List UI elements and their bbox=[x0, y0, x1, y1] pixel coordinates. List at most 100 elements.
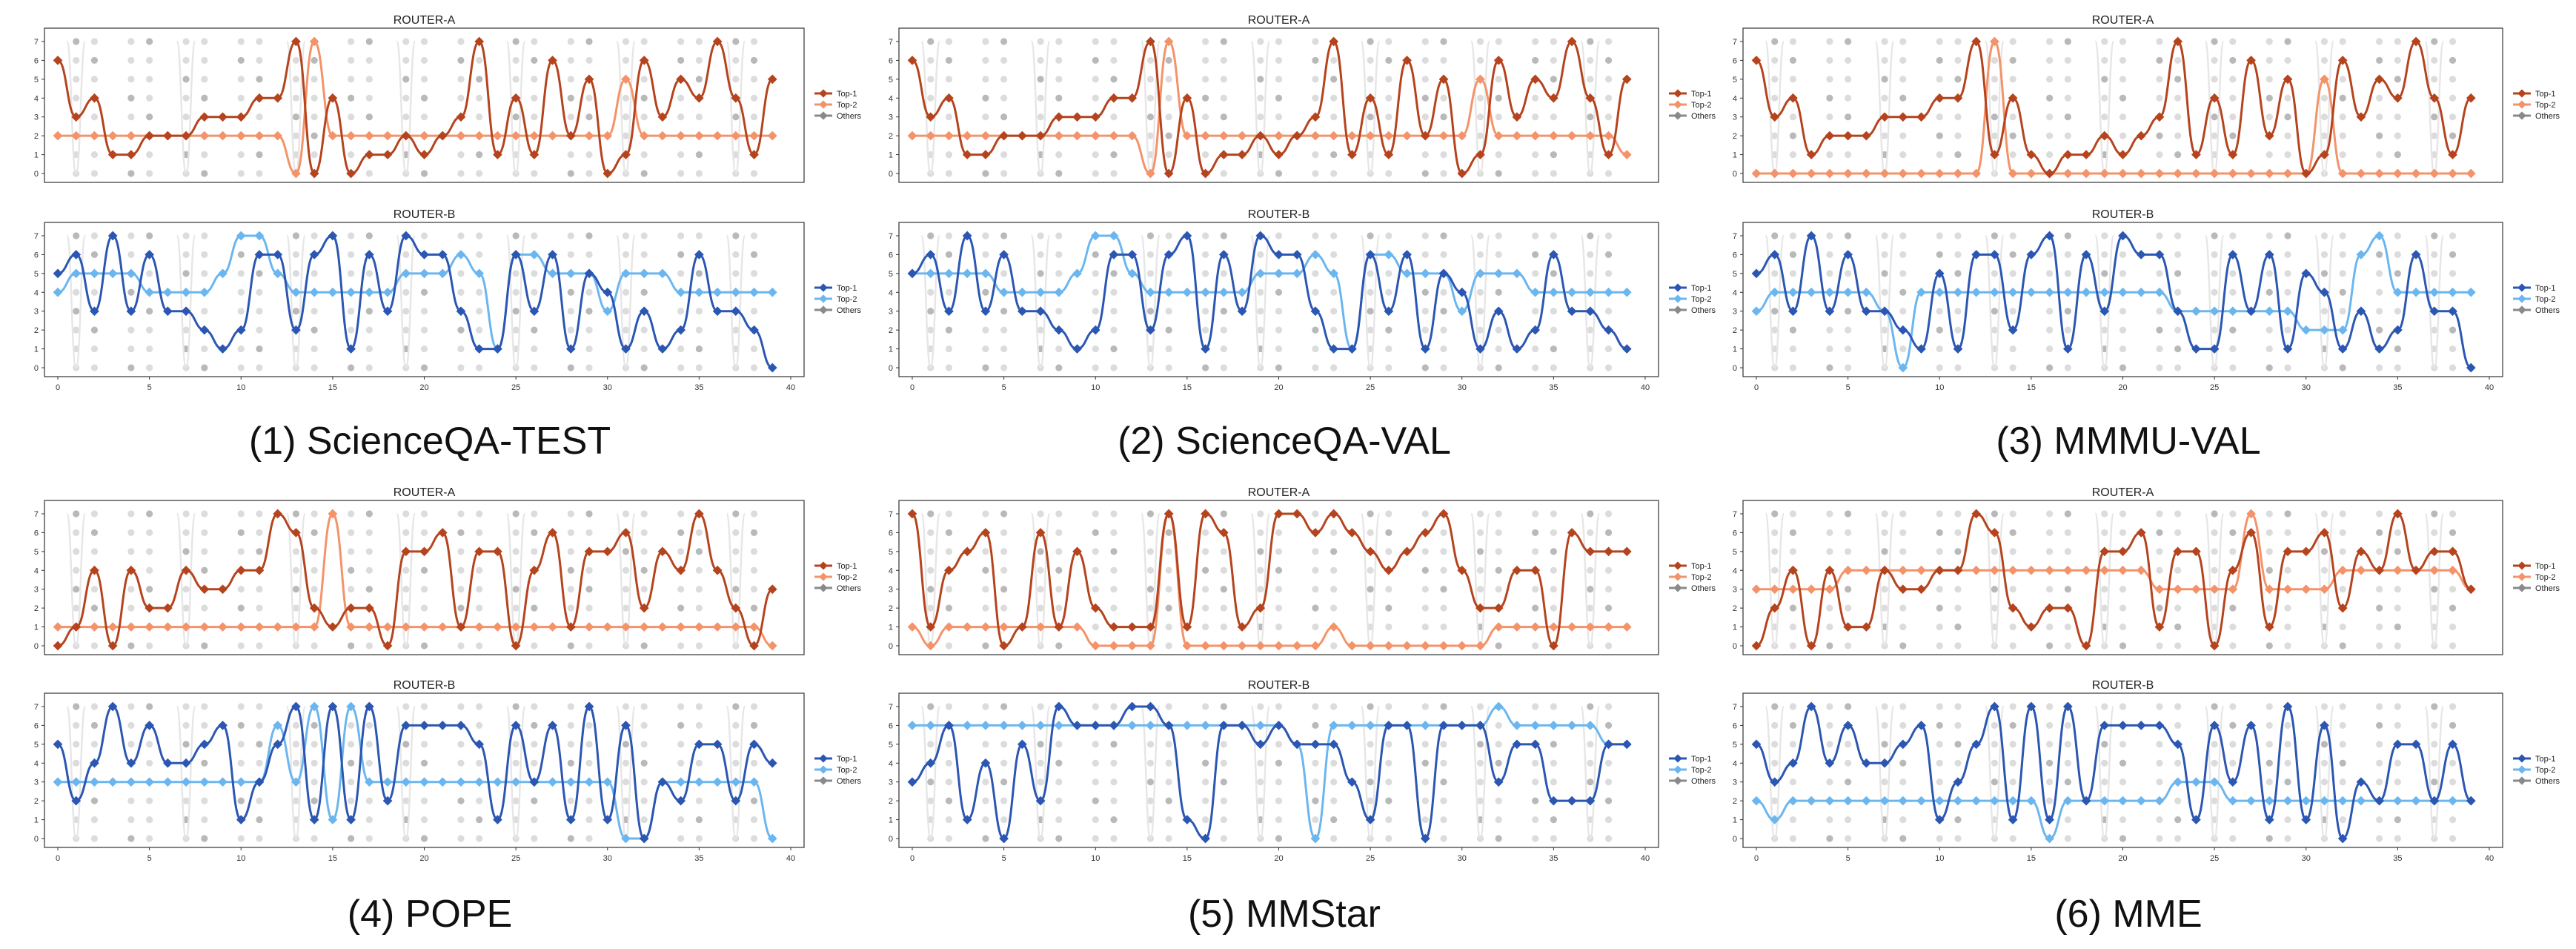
top2-point bbox=[328, 287, 338, 297]
others-point bbox=[1899, 759, 1907, 767]
others-point bbox=[982, 326, 989, 334]
others-point bbox=[365, 270, 373, 277]
x-tick-label: 30 bbox=[1458, 383, 1467, 392]
others-point bbox=[1330, 797, 1338, 804]
top1-point bbox=[2393, 739, 2403, 750]
others-point bbox=[1476, 288, 1484, 296]
others-point bbox=[1330, 548, 1338, 555]
others-point bbox=[1367, 113, 1374, 121]
legend-marker bbox=[819, 294, 828, 303]
others-point bbox=[677, 741, 685, 748]
others-point bbox=[1826, 94, 1833, 102]
others-point bbox=[1440, 94, 1447, 102]
others-point bbox=[2339, 703, 2346, 710]
others-point bbox=[567, 741, 574, 748]
others-point bbox=[1991, 586, 1999, 593]
others-point bbox=[1789, 132, 1797, 139]
others-point bbox=[1202, 308, 1209, 315]
others-point bbox=[1146, 232, 1155, 239]
others-point bbox=[2320, 703, 2328, 710]
x-tick-label: 10 bbox=[236, 854, 245, 863]
others-point bbox=[182, 232, 190, 239]
others-point bbox=[1532, 94, 1539, 102]
subplot-title: ROUTER-B bbox=[2092, 208, 2154, 221]
others-point bbox=[1220, 816, 1227, 824]
top2-point bbox=[236, 231, 246, 241]
others-point bbox=[512, 308, 519, 315]
others-point bbox=[695, 56, 703, 65]
others-point bbox=[1275, 232, 1283, 239]
top1-point bbox=[999, 833, 1009, 844]
others-point bbox=[1532, 703, 1539, 710]
legend-label: Top-1 bbox=[837, 90, 857, 99]
x-tick-label: 40 bbox=[1641, 383, 1650, 392]
y-tick-label: 2 bbox=[889, 132, 893, 141]
x-tick-label: 35 bbox=[694, 383, 703, 392]
others-point bbox=[127, 797, 135, 804]
others-point bbox=[585, 251, 593, 259]
others-point bbox=[1789, 741, 1797, 748]
others-point bbox=[1202, 76, 1209, 83]
top1-point bbox=[2209, 721, 2220, 730]
legend-label: Top-1 bbox=[837, 284, 857, 293]
top1-point bbox=[53, 268, 63, 279]
others-point bbox=[640, 326, 648, 334]
others-point bbox=[73, 76, 80, 83]
others-point bbox=[677, 548, 685, 555]
others-point bbox=[2394, 345, 2401, 353]
others-point bbox=[2339, 251, 2346, 259]
others-point bbox=[531, 642, 538, 649]
others-point bbox=[127, 529, 135, 537]
others-point bbox=[1055, 251, 1063, 259]
top2-point bbox=[1806, 287, 1816, 297]
others-point bbox=[365, 586, 373, 593]
others-point bbox=[2394, 548, 2401, 555]
top1-point bbox=[2301, 168, 2311, 179]
others-point bbox=[1936, 56, 1943, 65]
others-point bbox=[732, 232, 740, 239]
others-point bbox=[1954, 232, 1962, 239]
top1-point bbox=[1788, 758, 1798, 768]
others-point bbox=[1789, 529, 1797, 537]
top2-point bbox=[1861, 287, 1871, 297]
caption-5: (5) MMStar bbox=[1188, 893, 1381, 936]
x-tick-label: 10 bbox=[1091, 854, 1100, 863]
top2-point bbox=[1990, 287, 1999, 297]
others-point bbox=[2284, 835, 2291, 842]
others-point bbox=[531, 326, 538, 334]
others-point bbox=[1330, 94, 1338, 102]
others-point bbox=[2376, 251, 2383, 259]
y-tick-label: 3 bbox=[1733, 586, 1737, 595]
top2-point bbox=[2374, 231, 2385, 241]
others-point bbox=[927, 797, 935, 804]
others-point bbox=[237, 510, 245, 518]
others-point bbox=[2431, 759, 2438, 767]
others-point bbox=[1202, 703, 1209, 710]
others-point bbox=[2211, 797, 2218, 804]
top1-point bbox=[2429, 546, 2440, 557]
others-point bbox=[90, 510, 99, 518]
others-point bbox=[256, 741, 263, 748]
others-point bbox=[2431, 326, 2438, 334]
others-point bbox=[677, 586, 685, 593]
others-point bbox=[982, 797, 989, 804]
others-point bbox=[1092, 778, 1099, 786]
y-tick-label: 2 bbox=[889, 797, 893, 806]
top1-point bbox=[1843, 250, 1853, 259]
top2-point bbox=[2191, 306, 2201, 317]
others-point bbox=[127, 586, 135, 593]
y-tick-label: 4 bbox=[1733, 566, 1737, 575]
top1-point bbox=[2136, 250, 2146, 259]
subplot-title: ROUTER-B bbox=[1248, 208, 1310, 221]
y-tick-label: 0 bbox=[1733, 364, 1737, 373]
others-point bbox=[1604, 835, 1613, 842]
top1-point bbox=[1879, 112, 1890, 122]
x-tick-label: 5 bbox=[147, 854, 152, 863]
others-point bbox=[1275, 548, 1283, 555]
top1-point bbox=[236, 112, 246, 122]
others-point bbox=[1954, 548, 1962, 555]
others-point bbox=[73, 703, 80, 710]
others-point bbox=[622, 56, 630, 65]
legend-marker bbox=[819, 765, 828, 774]
